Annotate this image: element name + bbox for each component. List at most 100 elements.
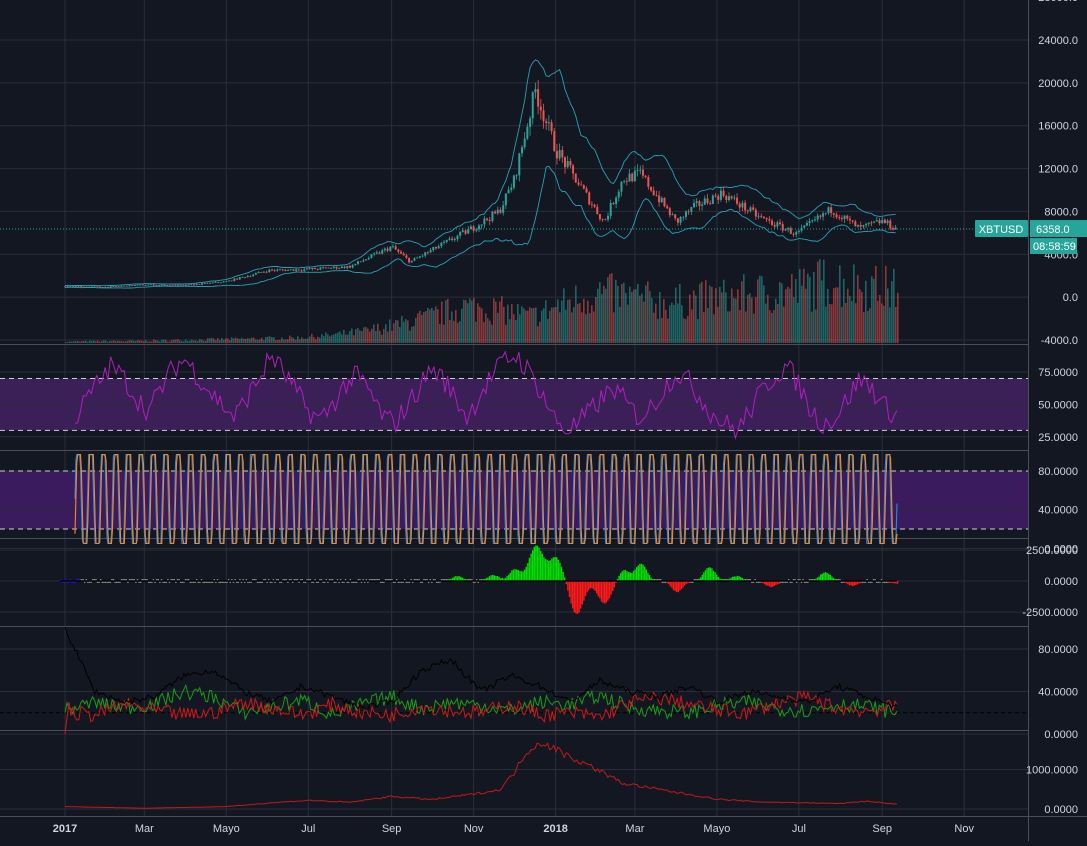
volume-bar [763,285,765,343]
volume-bar [233,338,235,343]
volume-bar [435,306,437,343]
macd-bar [559,562,561,581]
candle-body [609,202,612,216]
volume-bar [659,292,661,343]
volume-bar [93,340,95,343]
price-tag[interactable]: XBTUSD 6358.0 08:58:59 [975,220,1087,255]
macd-bar [552,557,555,581]
candle-body [679,217,682,223]
candle-body [147,284,150,286]
macd-bar [458,575,460,581]
candle-body [168,285,171,286]
volume-bar [667,318,669,343]
volume-bar [471,300,473,343]
macd-bar [732,576,734,581]
volume-bar [467,303,469,343]
macd-bar [845,581,847,584]
macd-bar [570,581,572,604]
volume-bar [699,283,701,343]
candle-body [443,241,446,243]
volume-bar [793,297,795,343]
candle-body [580,184,583,186]
candle-body [652,190,655,196]
volume-bar [651,298,653,343]
candle-body [631,173,634,182]
volume-bar [811,311,813,343]
candle-body [88,286,91,288]
volume-bar [331,335,333,343]
candle-body [176,284,179,286]
candle-body [633,170,636,182]
macd-bar [666,581,668,584]
x-tick-label: 2018 [543,823,567,835]
volume-bar [147,341,149,343]
macd-bar [527,562,529,581]
candle-body [472,226,475,231]
candle-body [281,269,284,271]
volume-bar [617,285,619,343]
candle-body [136,284,139,286]
volume-bar [859,289,861,343]
candle-body [889,220,892,229]
volume-bar [183,341,185,343]
macd-bar [676,581,678,592]
volume-bar [797,302,799,343]
candle-body [542,110,545,122]
candle-body [531,92,534,119]
countdown-bg [1030,238,1077,255]
volume-bar [329,336,331,343]
volume-bar [711,287,713,343]
candle-body [182,284,185,286]
volume-bar [539,321,541,343]
volume-bar [289,335,291,343]
macd-bar [855,581,857,585]
macd-bar [572,581,574,609]
volume-bar [77,340,79,343]
candle-body [340,266,343,269]
volume-bar [729,311,731,343]
candle-body [346,266,349,269]
volume-bar [107,341,109,343]
candle-body [238,277,241,280]
volume-bar [145,340,147,343]
candle-body [620,181,623,192]
candle-body [410,260,413,263]
candle-body [367,257,370,260]
candle-body [104,286,107,288]
candle-body [784,229,787,231]
candle-body [846,215,849,219]
x-tick-label: Mayo [213,823,240,835]
volume-bar [187,341,189,343]
candle-body [650,186,653,191]
macd-bar [524,569,526,581]
candle-body [179,284,182,286]
volume-bar [649,290,651,343]
volume-bar [323,336,325,343]
macd-bar [672,581,675,591]
volume-bar [631,292,633,343]
macd-bar [493,575,495,581]
volume-bar [881,303,883,343]
volume-bar [389,319,391,343]
volume-bar [351,328,353,343]
macd-bar [832,577,835,581]
candle-body [96,286,99,288]
macd-bar [592,581,595,590]
volume-bar [505,324,507,343]
volume-bar [669,305,671,343]
volume-bar [737,289,739,343]
candle-body [483,218,486,225]
volume-bar [455,310,457,343]
volume-bar [805,288,807,343]
candle-body [757,215,760,217]
candle-body [416,257,419,259]
volume-bar [439,324,441,343]
candle-body [539,106,542,111]
volume-bar [425,311,427,343]
candle-body [719,190,722,200]
candle-body [870,222,873,224]
volume-bar [501,296,503,343]
macd-bar [671,581,673,588]
